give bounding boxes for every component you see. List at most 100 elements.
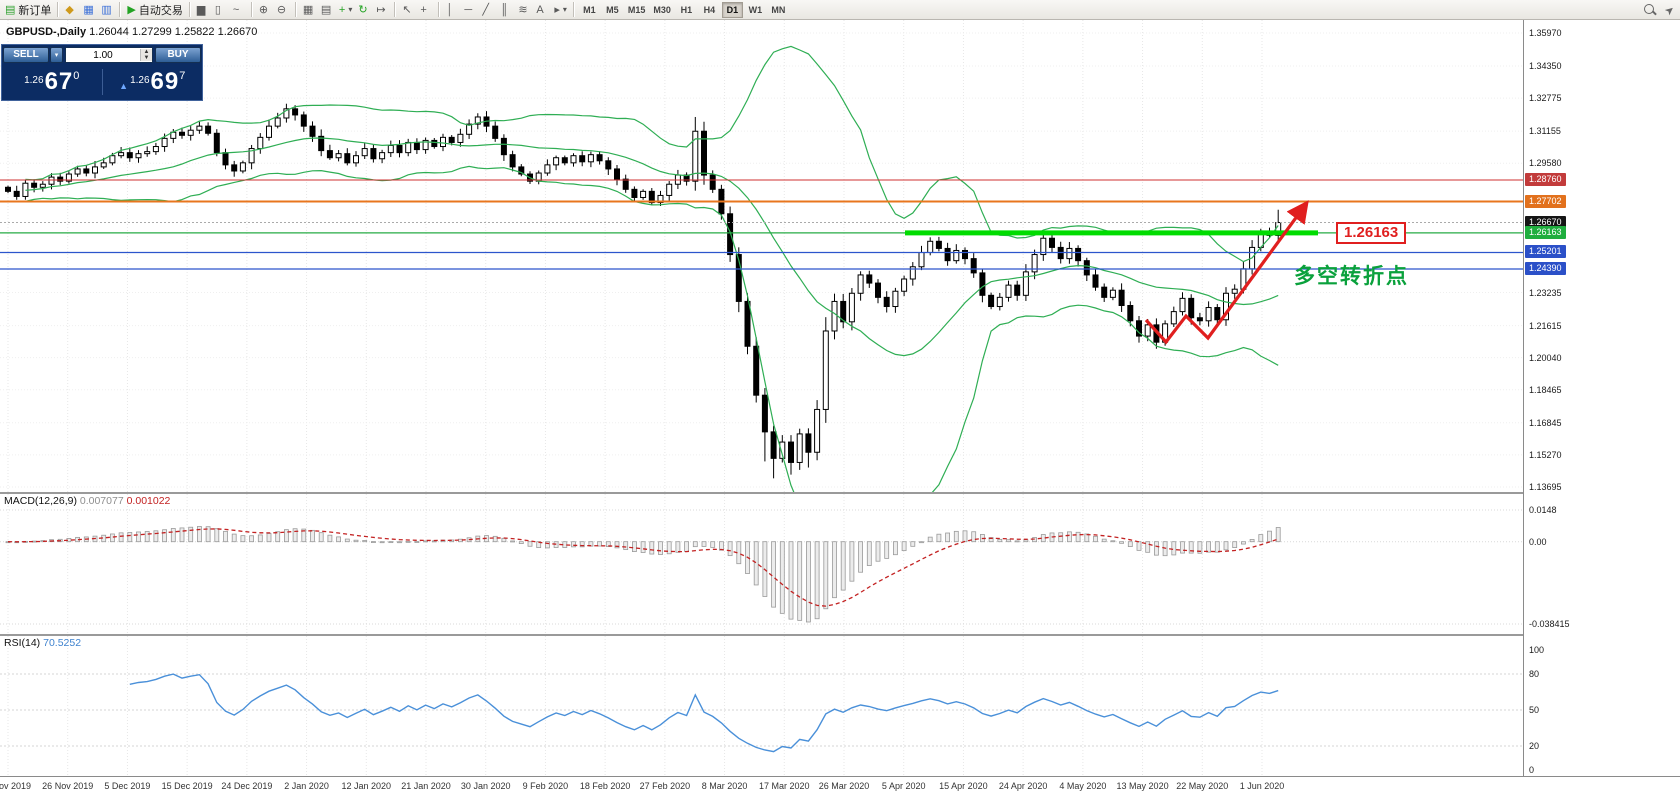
price-level-tag: 1.27702 [1525,194,1566,208]
price-scale-label: 1.34350 [1529,61,1562,72]
text-icon[interactable]: A [533,1,551,19]
crosshair-icon[interactable]: + [417,1,435,19]
date-label: 26 Mar 2020 [818,781,870,791]
timeframe-mn[interactable]: MN [768,2,789,18]
autotrade-button-label: 自动交易 [138,4,183,17]
one-click-trading-widget: SELL ▾ ▲ ▼ BUY 1.26670 ▲1.26697 [1,44,203,101]
date-label: 13 May 2020 [1116,781,1169,791]
new-order-button-label: 新订单 [18,4,52,17]
channel-icon[interactable]: ║ [497,1,515,19]
community-icon[interactable]: ➤ [1662,2,1678,18]
lot-increase-button[interactable]: ▲ [141,49,152,55]
horizontal-line-icon[interactable]: ─ [461,1,479,19]
price-scale-label: 1.29580 [1529,158,1562,169]
timeframe-m30[interactable]: M30 [650,2,674,18]
sell-price-main: 1.26 [24,75,44,86]
zoom-in-icon[interactable]: ⊕ [256,1,274,19]
buy-button[interactable]: BUY [155,47,201,63]
fibonacci-icon[interactable]: ≋ [515,1,533,19]
turning-point-annotation: 多空转折点 [1294,265,1409,288]
price-scale-label: 1.23235 [1529,287,1562,298]
price-scale-label: 50 [1529,705,1540,715]
price-level-tag: 1.26163 [1525,225,1566,239]
data-window-icon[interactable]: ▥ [98,1,116,19]
macd-chart[interactable] [0,494,1523,634]
price-scale-label: 1.35970 [1529,28,1562,38]
timeframe-m1[interactable]: M1 [579,2,600,18]
auto-scroll-icon[interactable]: ↻ [355,1,373,19]
price-scale-label: 1.21615 [1529,320,1562,331]
cascade-windows-icon[interactable]: ▤ [318,1,336,19]
lot-size-input[interactable] [66,49,140,61]
price-level-tag: 1.26670 [1525,215,1566,229]
bar-chart-icon[interactable]: ▆ [194,1,212,19]
toolbar-separator [188,2,191,17]
zoom-out-icon[interactable]: ⊖ [274,1,292,19]
support-price-callout: 1.26163 [1336,222,1407,244]
time-axis[interactable]: 7 Nov 2019 26 Nov 2019 5 Dec 2019 15 Dec 20… [0,776,1680,807]
lot-decrease-button[interactable]: ▼ [141,55,152,61]
chart-shift-icon[interactable]: ↦ [373,1,391,19]
date-label: 26 Nov 2019 [42,781,94,791]
price-level-tag: 1.24390 [1525,262,1566,276]
rsi-chart[interactable] [0,636,1523,776]
arrows-icon[interactable]: ▸ ▾ [551,1,570,19]
price-scale-label: 1.16845 [1529,417,1562,428]
search-icon[interactable] [1643,3,1657,17]
price-scale[interactable]: 1.35970 1.34350 1.32775 1.31155 1.29580 1.232… [1523,20,1680,776]
timeframe-group: M1 M5 M15 M30 H1 H4 D1 W1 MN [578,1,790,18]
buy-price: ▲ 1.26697 [103,68,203,96]
toolbar-separator [119,2,122,17]
price-scale-label: 0.0148 [1529,505,1557,515]
price-scale-label: 100 [1529,645,1545,655]
panel-splitter[interactable] [0,492,1680,494]
autotrade-button[interactable]: ▶ 自动交易 [124,1,185,19]
timeframe-w1[interactable]: W1 [745,2,766,18]
toolbar-groups: ▤ 新订单 ◆ ▦ ▥ ▶ 自动交易 ▆ ▯ ~ ⊕ ⊖ ▦ ▤ + ▾ ↻ ↦ ↖ + │ ─ ╱ ║ ≋ A ▸ ▾ [2,1,570,19]
date-label: 8 Mar 2020 [701,781,748,791]
sell-button[interactable]: SELL [3,47,49,63]
tile-windows-icon[interactable]: ▦ [300,1,318,19]
macd-signal-value: 0.001022 [126,495,171,507]
rsi-name: RSI(14) [4,637,41,649]
vertical-line-icon[interactable]: │ [443,1,461,19]
symbol-label: GBPUSD-,Daily [6,26,87,38]
date-label: 7 Nov 2019 [0,781,32,791]
date-label: 9 Feb 2020 [522,781,569,791]
panel-splitter[interactable] [0,634,1680,636]
main-chart-panel: GBPUSD-,Daily 1.26044 1.27299 1.25822 1.… [0,20,1680,492]
timeframe-h4[interactable]: H4 [699,2,720,18]
price-scale-label: 20 [1529,741,1540,751]
new-chart-icon[interactable]: + ▾ [336,1,355,19]
buy-price-pips: 69 [150,68,180,95]
timeframe-m15[interactable]: M15 [625,2,649,18]
line-chart-icon[interactable]: ~ [230,1,248,19]
price-scale-label: 1.20040 [1529,352,1562,363]
macd-panel: MACD(12,26,9) 0.007077 0.001022 [0,494,1680,634]
sell-price-pips: 67 [44,68,74,95]
candlestick-chart-icon[interactable]: ▯ [212,1,230,19]
timeframe-d1[interactable]: D1 [721,1,743,18]
toolbar-separator [394,2,397,17]
lot-size-field: ▲ ▼ [65,47,153,63]
alerts-icon[interactable]: ◆ [62,1,80,19]
timeframe-h1[interactable]: H1 [676,2,697,18]
macd-name: MACD(12,26,9) [4,495,77,507]
new-order-button[interactable]: ▤ 新订单 [2,1,54,19]
price-scale-label: 0.00 [1529,536,1547,547]
toolbar-separator [572,2,575,17]
price-up-icon: ▲ [119,81,129,91]
order-options-dropdown[interactable]: ▾ [50,47,63,63]
date-label: 15 Apr 2020 [939,781,988,791]
cursor-icon[interactable]: ↖ [399,1,417,19]
ohlc-values: 1.26044 1.27299 1.25822 1.26670 [89,26,258,38]
market-watch-icon[interactable]: ▦ [80,1,98,19]
date-label: 4 May 2020 [1059,781,1107,791]
lot-spinner: ▲ ▼ [140,49,152,61]
main-chart[interactable] [0,20,1523,492]
buy-price-main: 1.26 [130,75,150,86]
chevron-down-icon: ▾ [562,5,567,14]
trendline-icon[interactable]: ╱ [479,1,497,19]
toolbar: ▤ 新订单 ◆ ▦ ▥ ▶ 自动交易 ▆ ▯ ~ ⊕ ⊖ ▦ ▤ + ▾ ↻ ↦ ↖ + │ ─ ╱ ║ ≋ A ▸ ▾ M1 M5 M1… [0,0,1680,20]
timeframe-m5[interactable]: M5 [602,2,623,18]
